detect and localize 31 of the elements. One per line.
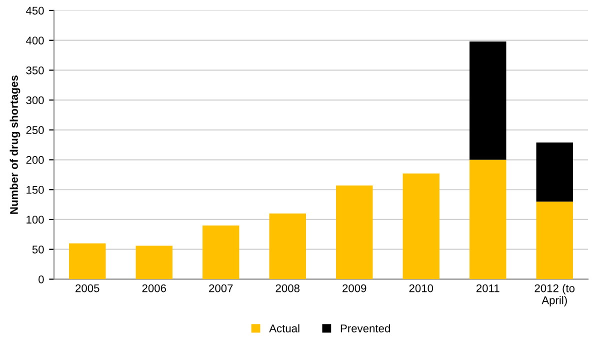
legend-label: Prevented	[340, 324, 390, 332]
x-tick-label: 2007	[209, 284, 233, 292]
y-tick-label: 150	[26, 186, 44, 194]
bar	[69, 243, 106, 280]
bar	[536, 202, 573, 280]
x-tick-label: 2012 (to April)	[534, 284, 575, 306]
y-tick-label: 100	[26, 216, 44, 224]
y-tick-label: 0	[38, 275, 44, 284]
y-tick-label: 50	[32, 246, 44, 254]
bar	[402, 174, 440, 280]
bar	[470, 160, 506, 280]
x-tick-label: 2010	[409, 284, 434, 292]
bar	[269, 214, 306, 280]
bar	[136, 246, 172, 280]
x-tick-label: 2006	[142, 284, 166, 292]
bar	[202, 225, 240, 280]
x-tick-label: 2005	[76, 284, 100, 292]
legend-label: Actual	[269, 324, 300, 332]
y-tick-label: 300	[26, 96, 44, 104]
bar	[536, 142, 573, 202]
y-tick-label: 200	[26, 156, 44, 164]
y-tick-label: 400	[26, 36, 44, 44]
y-tick-label: 450	[26, 6, 44, 15]
bar	[336, 185, 373, 280]
y-tick-label: 250	[26, 126, 44, 134]
x-tick-label: 2008	[276, 284, 300, 292]
bar	[470, 42, 506, 160]
y-tick-label: 350	[26, 66, 44, 74]
y-axis-title: Number of drug shortages	[10, 76, 20, 214]
x-tick-label: 2011	[476, 284, 500, 292]
x-tick-label: 2009	[342, 284, 366, 292]
